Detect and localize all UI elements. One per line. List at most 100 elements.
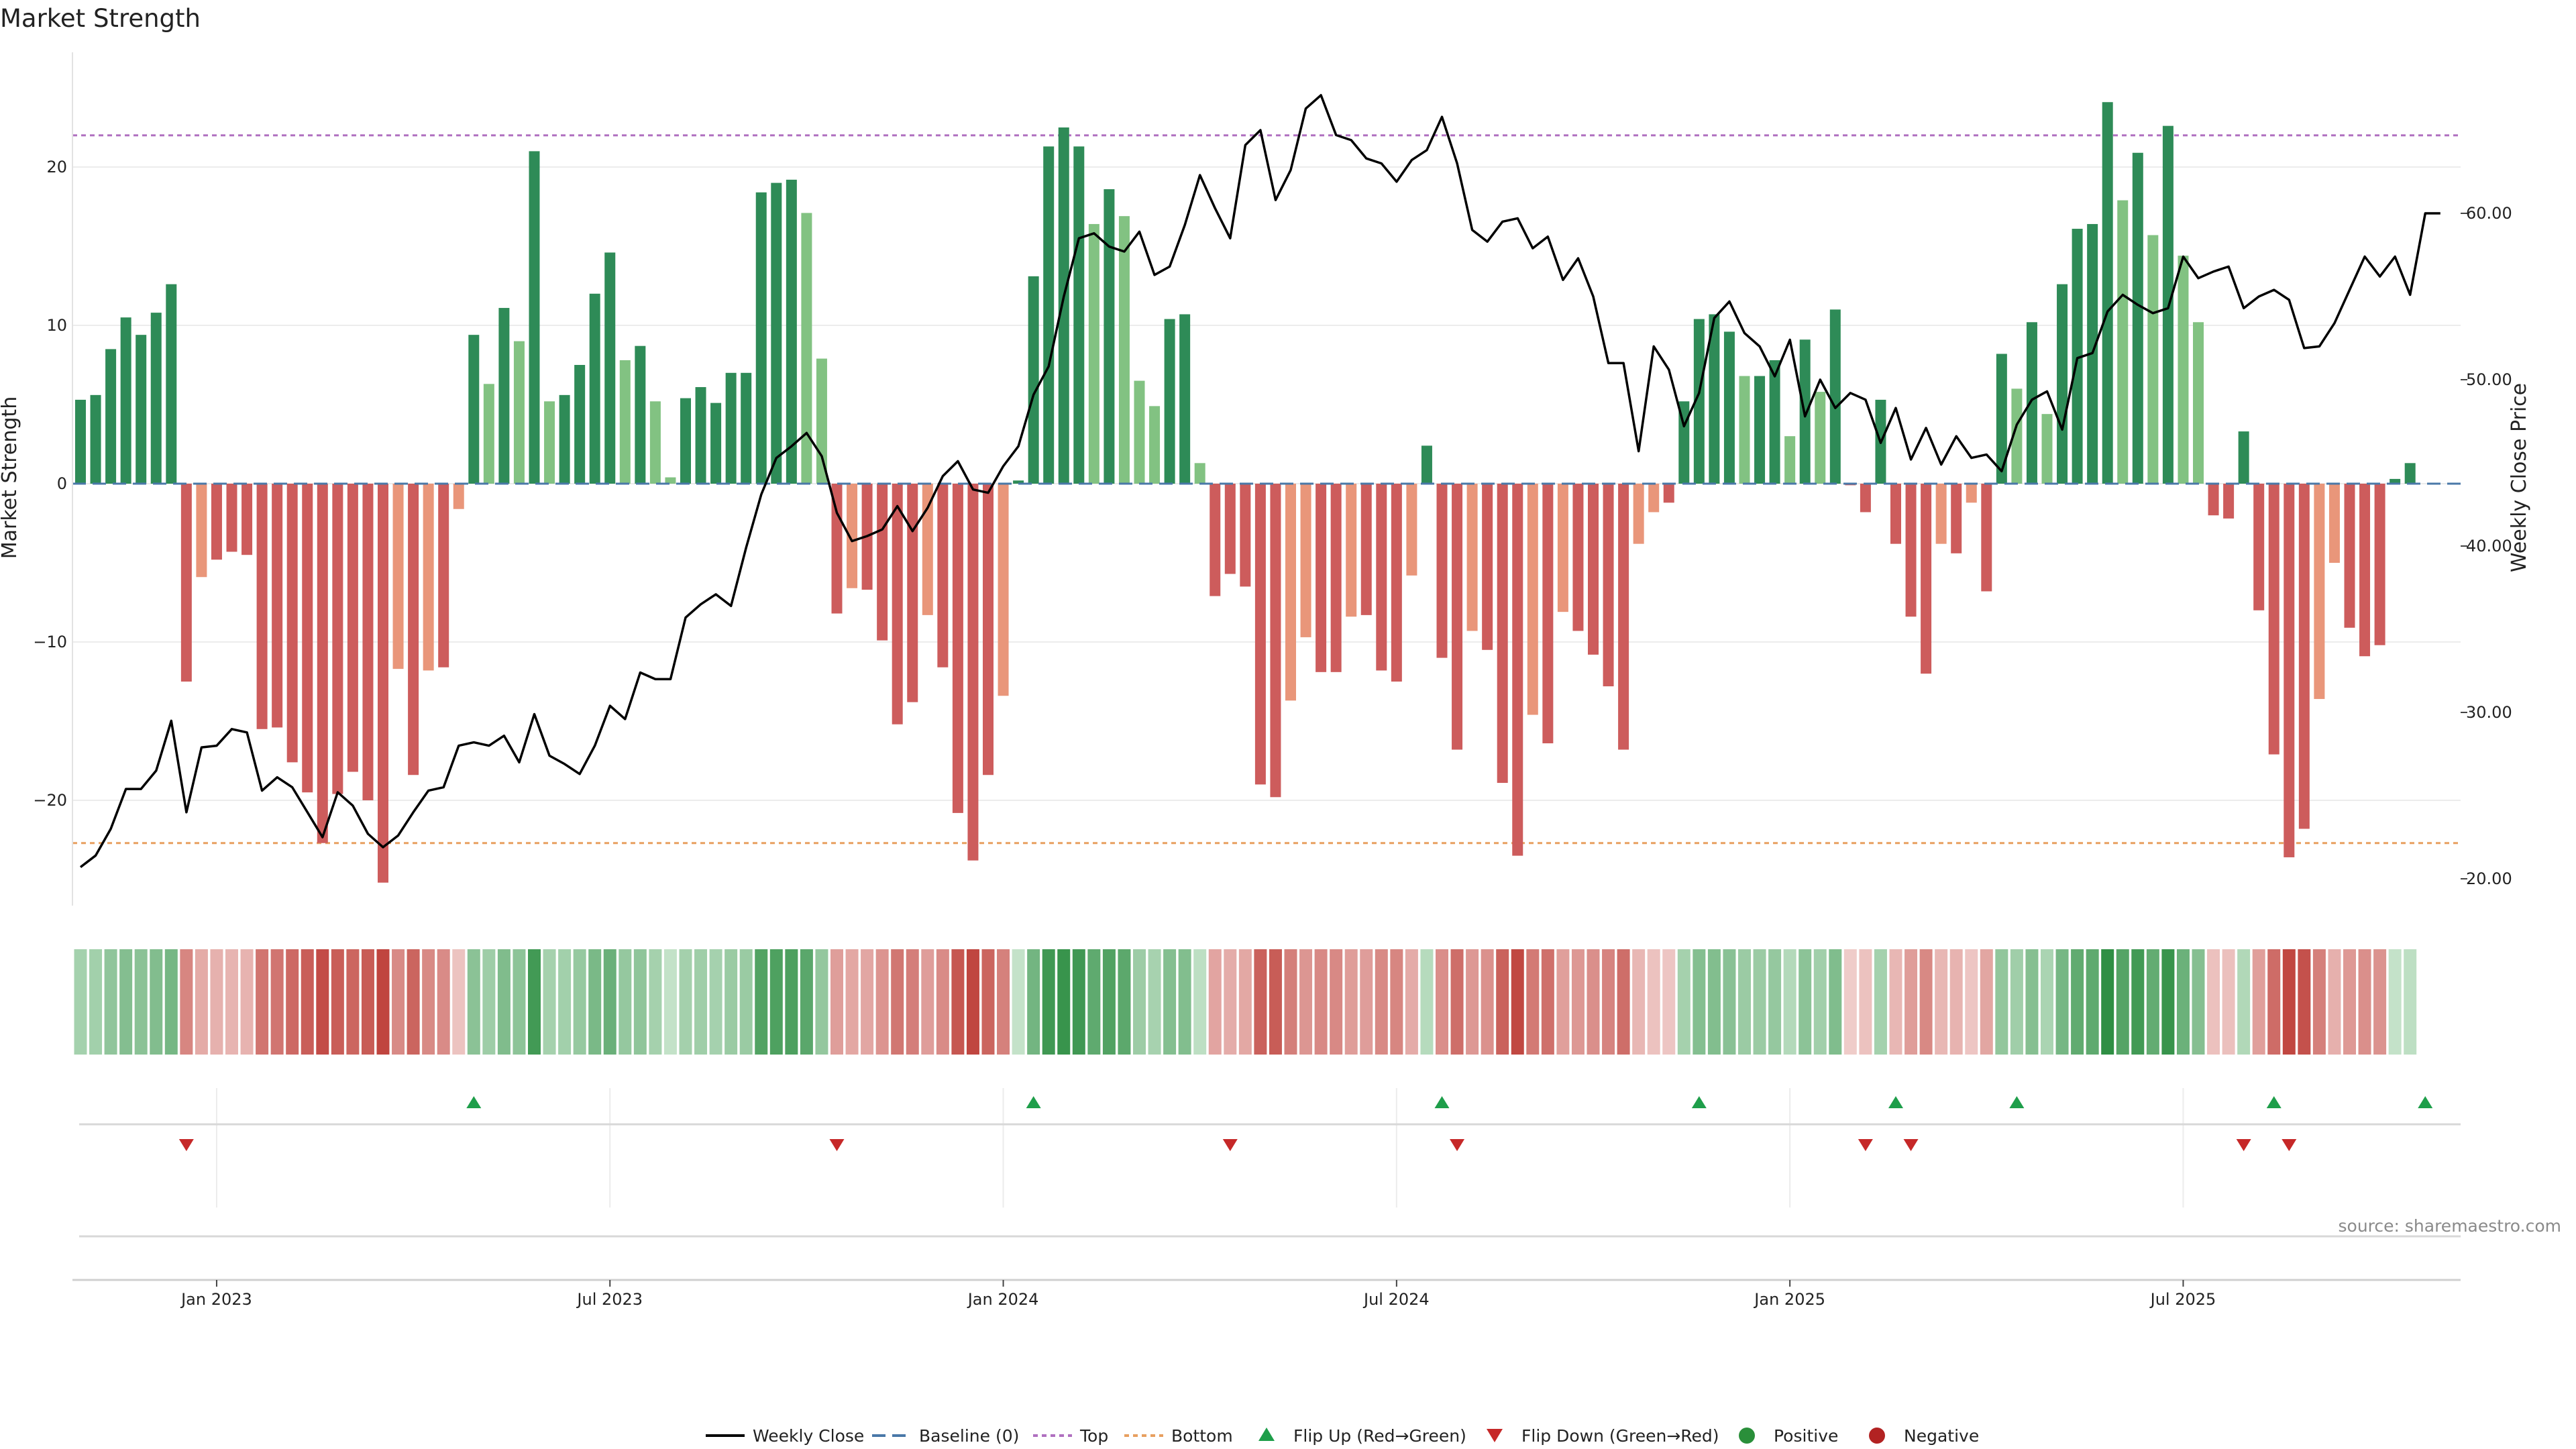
heat-cell-13 xyxy=(270,949,284,1055)
strength-bar-85 xyxy=(1360,484,1372,615)
strength-bar-55 xyxy=(907,484,918,702)
strength-bar-101 xyxy=(1603,484,1614,687)
strength-bar-129 xyxy=(2026,322,2037,484)
heat-cell-38 xyxy=(649,949,662,1055)
heat-cell-23 xyxy=(422,949,435,1055)
heat-cell-84 xyxy=(1344,949,1358,1055)
heat-cell-67 xyxy=(1087,949,1101,1055)
heat-cell-133 xyxy=(2086,949,2099,1055)
strength-bar-67 xyxy=(1088,223,1099,484)
heat-cell-128 xyxy=(2010,949,2023,1055)
flip-down-marker-3 xyxy=(1450,1139,1465,1151)
strength-bar-146 xyxy=(2284,484,2295,857)
heat-cell-76 xyxy=(1224,949,1237,1055)
legend-positive: Positive xyxy=(1774,1426,1838,1446)
strength-bar-97 xyxy=(1542,484,1554,744)
heat-cell-109 xyxy=(1723,949,1736,1055)
strength-bar-92 xyxy=(1466,484,1478,631)
y2-tick-label-3: 30.00 xyxy=(2466,703,2512,722)
strength-bar-154 xyxy=(2404,463,2416,484)
strength-bar-73 xyxy=(1179,314,1191,484)
heat-cell-11 xyxy=(240,949,254,1055)
strength-bar-11 xyxy=(241,484,253,555)
heatmap-layer xyxy=(74,949,2417,1055)
heat-cell-150 xyxy=(2343,949,2356,1055)
strength-bar-82 xyxy=(1316,484,1327,672)
heat-cell-43 xyxy=(724,949,738,1055)
heat-cell-39 xyxy=(663,949,677,1055)
heat-cell-45 xyxy=(755,949,768,1055)
strength-bar-32 xyxy=(559,394,570,484)
strength-bar-124 xyxy=(1951,484,1962,553)
strength-bar-72 xyxy=(1164,319,1175,484)
heat-cell-125 xyxy=(1965,949,1978,1055)
flip-up-marker-7 xyxy=(2418,1096,2433,1108)
y-tick-label-3: −10 xyxy=(33,633,67,651)
strength-bar-30 xyxy=(529,151,540,484)
heat-cell-24 xyxy=(437,949,450,1055)
chart-title: Market Strength xyxy=(0,4,201,33)
heat-cell-40 xyxy=(679,949,692,1055)
heat-cell-58 xyxy=(951,949,965,1055)
strength-bar-56 xyxy=(922,484,933,615)
heat-cell-7 xyxy=(180,949,193,1055)
strength-bar-1 xyxy=(90,394,101,484)
strength-bar-43 xyxy=(725,372,737,484)
heat-cell-65 xyxy=(1057,949,1071,1055)
strength-bar-39 xyxy=(665,477,676,484)
heat-cell-27 xyxy=(482,949,496,1055)
heat-cell-119 xyxy=(1874,949,1887,1055)
legend-flip-down: Flip Down (Green→Red) xyxy=(1521,1426,1719,1446)
heat-cell-118 xyxy=(1859,949,1872,1055)
threshold-layer xyxy=(72,134,2461,845)
strength-bar-113 xyxy=(1784,436,1796,484)
strength-bar-27 xyxy=(483,384,494,484)
heat-cell-32 xyxy=(558,949,572,1055)
strength-bar-44 xyxy=(741,372,752,484)
strength-bar-148 xyxy=(2314,484,2325,699)
strength-bar-66 xyxy=(1073,146,1085,484)
strength-bar-137 xyxy=(2147,235,2159,484)
heat-cell-55 xyxy=(906,949,919,1055)
heat-cell-148 xyxy=(2312,949,2326,1055)
heat-cell-61 xyxy=(997,949,1010,1055)
strength-bar-109 xyxy=(1723,331,1735,484)
heat-cell-122 xyxy=(1919,949,1933,1055)
heat-cell-14 xyxy=(286,949,299,1055)
strength-bar-91 xyxy=(1452,484,1463,750)
strength-bar-87 xyxy=(1391,484,1402,682)
y2-tick-label-0: 60.00 xyxy=(2466,204,2512,223)
strength-bar-81 xyxy=(1300,484,1311,637)
strength-bar-29 xyxy=(513,341,525,484)
heat-cell-68 xyxy=(1102,949,1116,1055)
strength-bar-107 xyxy=(1693,319,1705,484)
strength-bar-131 xyxy=(2057,284,2068,484)
legend: Weekly Close Baseline (0) Top Bottom Fli… xyxy=(706,1426,1979,1446)
heat-cell-18 xyxy=(346,949,360,1055)
heat-cell-126 xyxy=(1980,949,1993,1055)
legend-flip-down-swatch xyxy=(1487,1429,1503,1442)
strength-bar-6 xyxy=(166,284,177,484)
heat-cell-83 xyxy=(1330,949,1343,1055)
strength-bar-88 xyxy=(1406,484,1417,576)
strength-bar-19 xyxy=(362,484,374,800)
strength-bar-28 xyxy=(498,308,510,484)
strength-bar-37 xyxy=(635,345,646,484)
strength-bar-96 xyxy=(1527,484,1538,715)
legend-positive-swatch xyxy=(1739,1428,1755,1444)
heat-cell-134 xyxy=(2101,949,2114,1055)
strength-bar-13 xyxy=(272,484,283,728)
heat-cell-153 xyxy=(2388,949,2402,1055)
y2-axis-title: Weekly Close Price xyxy=(2508,383,2531,572)
legend-flip-up: Flip Up (Red→Green) xyxy=(1293,1426,1466,1446)
heat-cell-137 xyxy=(2146,949,2159,1055)
strength-bar-14 xyxy=(286,484,298,763)
heat-cell-152 xyxy=(2373,949,2387,1055)
strength-bar-69 xyxy=(1118,216,1130,484)
heat-cell-2 xyxy=(104,949,117,1055)
heat-cell-105 xyxy=(1662,949,1676,1055)
heat-cell-138 xyxy=(2161,949,2175,1055)
heat-cell-96 xyxy=(1526,949,1540,1055)
x-tick-label-3: Jul 2024 xyxy=(1362,1290,1430,1309)
strength-bar-41 xyxy=(695,387,706,484)
